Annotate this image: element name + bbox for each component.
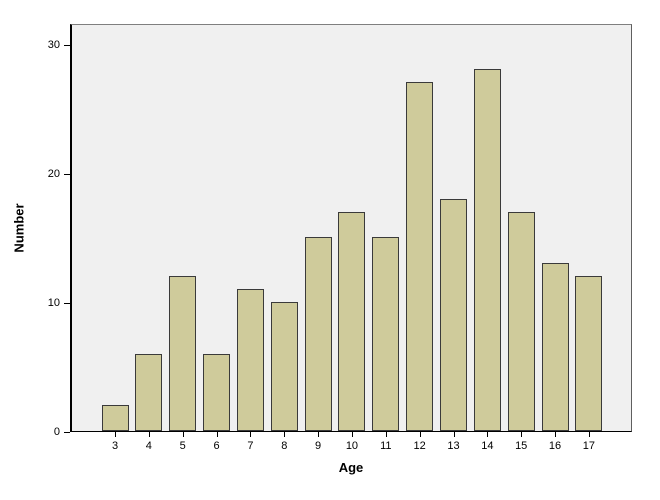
- x-tick-mark-12: [419, 432, 421, 437]
- y-tick-label-0: 0: [53, 426, 60, 438]
- x-tick-mark-3: [115, 432, 116, 437]
- y-tick-label-20: 20: [47, 168, 60, 180]
- x-tick-mark-7: [250, 432, 252, 437]
- x-tick-mark-8: [284, 432, 286, 437]
- x-tick-label-8: 8: [281, 440, 288, 452]
- x-tick-mark-6: [216, 432, 218, 437]
- x-tick-label-15: 15: [515, 440, 528, 452]
- x-tick-label-17: 17: [582, 440, 596, 452]
- x-tick-mark-4: [148, 432, 150, 437]
- plot-area: [70, 24, 632, 432]
- x-tick-mark-5: [182, 432, 184, 437]
- y-tick-mark-10: [64, 303, 70, 304]
- bar-age-14: [473, 69, 501, 431]
- y-axis-title: Number: [11, 203, 27, 253]
- x-tick-label-9: 9: [315, 440, 322, 452]
- x-tick-mark-10: [351, 432, 353, 437]
- x-tick-mark-9: [318, 432, 320, 437]
- x-tick-mark-16: [555, 432, 557, 437]
- bar-age-4: [135, 354, 163, 431]
- x-tick-label-3: 3: [111, 440, 119, 452]
- x-tick-mark-17: [588, 432, 590, 437]
- x-tick-label-11: 11: [380, 440, 392, 452]
- x-tick-mark-15: [521, 432, 523, 437]
- bar-age-3: [101, 405, 129, 431]
- x-axis-title: Age: [338, 460, 364, 475]
- y-tick-label-30: 30: [47, 39, 60, 51]
- y-tick-mark-30: [64, 45, 70, 46]
- x-tick-label-10: 10: [345, 440, 359, 452]
- x-tick-label-4: 4: [145, 440, 152, 452]
- x-tick-label-16: 16: [548, 440, 562, 452]
- x-tick-mark-11: [385, 432, 387, 437]
- x-tick-label-13: 13: [447, 440, 460, 452]
- x-tick-mark-13: [453, 432, 455, 437]
- y-tick-mark-20: [64, 174, 70, 175]
- x-tick-label-12: 12: [413, 440, 426, 452]
- bar-age-6: [203, 354, 231, 431]
- bar-age-12: [406, 82, 434, 431]
- x-tick-mark-14: [487, 432, 489, 437]
- x-tick-label-5: 5: [179, 440, 186, 452]
- y-tick-mark-0: [64, 432, 70, 433]
- bar-age-17: [575, 276, 603, 431]
- bar-age-16: [541, 263, 569, 431]
- x-tick-label-6: 6: [213, 440, 220, 452]
- bar-age-10: [338, 212, 366, 431]
- bar-age-8: [270, 302, 298, 431]
- bar-age-15: [507, 212, 535, 431]
- x-tick-label-14: 14: [481, 440, 494, 452]
- bar-age-5: [169, 276, 197, 431]
- bar-age-9: [304, 237, 332, 431]
- x-tick-label-7: 7: [247, 440, 254, 452]
- y-tick-label-10: 10: [47, 297, 60, 309]
- bar-age-7: [236, 289, 264, 431]
- bar-age-13: [440, 199, 467, 431]
- bar-age-11: [372, 237, 400, 431]
